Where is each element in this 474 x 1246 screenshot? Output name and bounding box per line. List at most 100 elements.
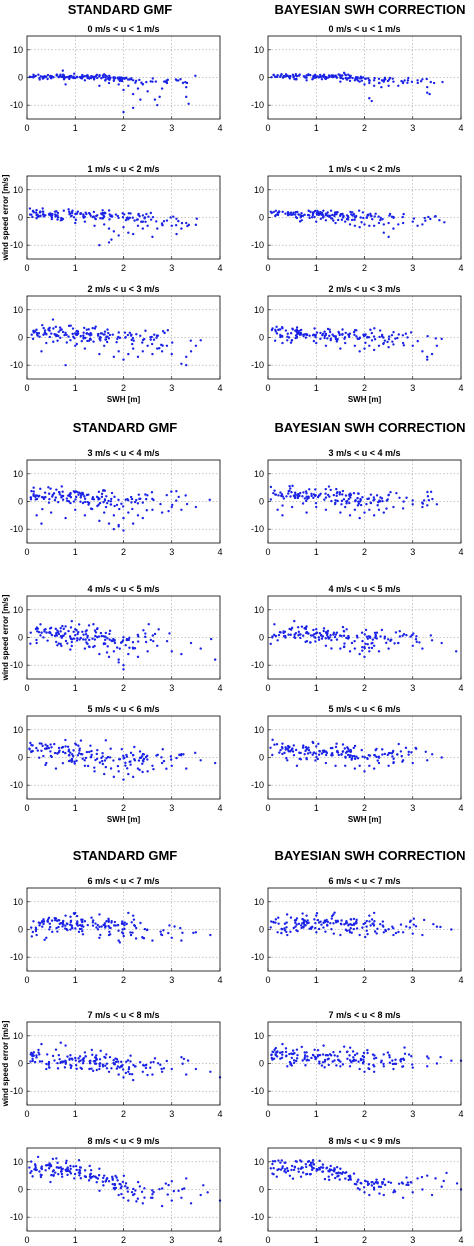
y-tick-label: 0 xyxy=(259,497,264,507)
data-point xyxy=(276,931,279,934)
data-point xyxy=(339,1065,342,1068)
data-point xyxy=(314,74,317,77)
data-point xyxy=(74,344,77,347)
data-point xyxy=(103,511,106,514)
data-point xyxy=(79,211,82,215)
data-point xyxy=(64,83,67,86)
data-point xyxy=(138,1060,142,1064)
data-point xyxy=(426,490,429,494)
data-point xyxy=(96,928,100,931)
data-point xyxy=(300,1166,303,1169)
data-point xyxy=(117,77,121,81)
data-point xyxy=(109,503,112,506)
data-point xyxy=(141,214,145,217)
data-point xyxy=(42,326,45,330)
data-point xyxy=(406,336,409,339)
data-point xyxy=(50,1173,53,1177)
data-point xyxy=(352,330,356,334)
data-point xyxy=(37,1048,40,1052)
data-point xyxy=(94,634,97,638)
data-point xyxy=(136,1197,140,1200)
data-point xyxy=(108,629,112,633)
data-point xyxy=(83,79,87,82)
data-point xyxy=(358,225,361,229)
data-point xyxy=(314,926,317,930)
data-point xyxy=(358,80,361,83)
y-tick-label: -10 xyxy=(251,660,264,670)
data-point xyxy=(173,925,176,928)
data-point xyxy=(272,73,276,77)
data-point xyxy=(140,220,143,223)
data-point xyxy=(357,500,360,503)
data-point xyxy=(45,746,48,750)
data-point xyxy=(82,925,85,928)
data-point xyxy=(334,919,338,923)
data-point xyxy=(329,921,332,925)
y-tick-label: 0 xyxy=(18,73,23,83)
data-point xyxy=(64,914,67,917)
data-point xyxy=(290,1052,293,1055)
data-point xyxy=(141,1202,144,1205)
data-point xyxy=(305,756,308,760)
data-point xyxy=(105,1053,108,1056)
data-point xyxy=(78,1166,82,1169)
data-point xyxy=(271,1160,275,1163)
data-point xyxy=(101,752,104,755)
data-point xyxy=(156,753,159,757)
data-point xyxy=(454,650,458,653)
data-point xyxy=(115,1176,118,1179)
data-point xyxy=(397,742,400,746)
data-point xyxy=(284,73,288,76)
data-point xyxy=(403,1052,407,1055)
data-point xyxy=(113,1062,117,1066)
data-point xyxy=(128,646,131,649)
data-point xyxy=(271,1162,274,1166)
data-point xyxy=(116,337,119,341)
data-point xyxy=(126,1190,130,1193)
data-point xyxy=(291,213,295,216)
data-point xyxy=(305,1165,308,1169)
data-point xyxy=(300,625,304,628)
data-point xyxy=(421,501,424,504)
data-point xyxy=(358,1188,361,1191)
y-tick-label: 0 xyxy=(18,497,23,507)
data-point xyxy=(363,921,367,925)
data-point xyxy=(87,339,91,342)
data-point xyxy=(288,627,291,631)
x-tick-label: 3 xyxy=(169,123,174,133)
x-tick-label: 4 xyxy=(217,803,222,813)
data-point xyxy=(122,225,125,229)
data-point xyxy=(305,639,309,643)
data-point xyxy=(426,334,429,338)
data-point xyxy=(94,922,97,925)
data-point xyxy=(419,80,423,83)
panel-title: 4 m/s < u < 5 m/s xyxy=(87,584,159,594)
data-point xyxy=(165,79,168,82)
y-axis-label: wind speed error [m/s] xyxy=(1,1020,10,1107)
data-point xyxy=(355,921,358,925)
data-point xyxy=(372,1070,376,1074)
data-point xyxy=(96,923,99,927)
data-point xyxy=(107,331,110,335)
data-point xyxy=(115,340,118,344)
data-point xyxy=(122,668,125,671)
data-point xyxy=(416,1177,419,1180)
data-point xyxy=(136,655,140,659)
data-point xyxy=(290,1064,293,1067)
data-point xyxy=(352,1172,356,1175)
data-point xyxy=(69,626,73,629)
data-point xyxy=(360,221,363,224)
data-point xyxy=(401,1065,405,1068)
data-point xyxy=(367,77,370,80)
data-point xyxy=(151,235,154,239)
data-point xyxy=(110,1067,113,1070)
data-point xyxy=(48,326,51,330)
data-point xyxy=(70,926,74,929)
data-point xyxy=(42,754,45,758)
data-point xyxy=(372,348,376,352)
data-point xyxy=(318,1159,321,1163)
data-point xyxy=(311,925,314,929)
x-axis-label: SWH [m] xyxy=(107,815,141,824)
data-point xyxy=(344,341,347,345)
data-point xyxy=(344,755,347,758)
